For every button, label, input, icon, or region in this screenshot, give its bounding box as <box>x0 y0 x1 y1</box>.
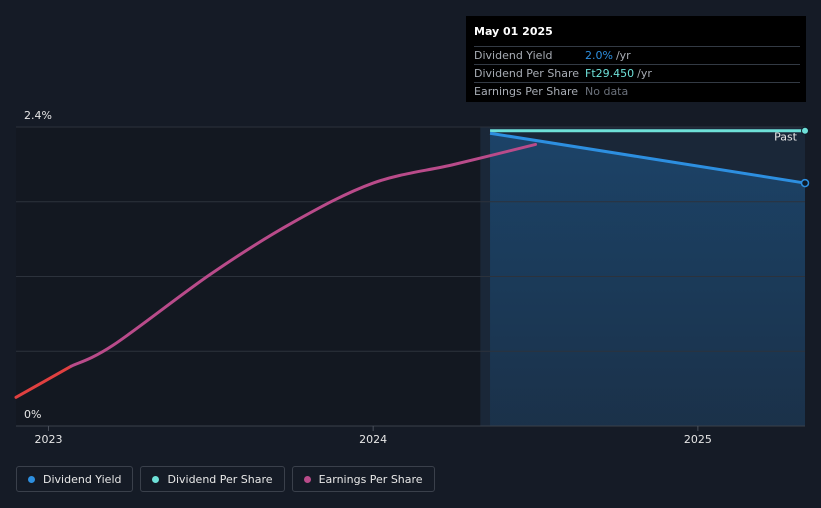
tooltip-label: Dividend Yield <box>474 49 553 62</box>
tooltip-value: Ft29.450 <box>585 67 635 80</box>
tooltip: May 01 2025 Dividend Yield 2.0% /yr Divi… <box>466 16 806 102</box>
legend: Dividend Yield Dividend Per Share Earnin… <box>16 466 442 492</box>
tooltip-unit: /yr <box>637 67 652 80</box>
tooltip-row-dividend-per-share: Dividend Per Share Ft29.450 /yr <box>474 64 800 82</box>
tooltip-value: 2.0% <box>585 49 613 62</box>
x-tick-label: 2023 <box>34 433 62 446</box>
legend-item-dividend-per-share[interactable]: Dividend Per Share <box>140 466 285 492</box>
legend-item-dividend-yield[interactable]: Dividend Yield <box>16 466 134 492</box>
dividend-per-share-endpoint <box>801 126 809 135</box>
legend-label: Earnings Per Share <box>318 472 423 486</box>
legend-label: Dividend Yield <box>43 472 122 486</box>
past-label: Past <box>774 131 798 144</box>
x-tick-label: 2024 <box>359 433 387 446</box>
legend-dot-icon <box>152 475 160 483</box>
tooltip-date: May 01 2025 <box>474 25 553 38</box>
tooltip-label: Earnings Per Share <box>474 85 579 98</box>
legend-item-earnings-per-share[interactable]: Earnings Per Share <box>291 466 435 492</box>
x-tick-label: 2025 <box>684 433 712 446</box>
tooltip-row-earnings-per-share: Earnings Per Share No data <box>474 82 800 100</box>
tooltip-row-dividend-yield: Dividend Yield 2.0% /yr <box>474 46 800 64</box>
earnings-per-share-line-negative <box>14 364 73 399</box>
dividend-yield-line <box>489 131 806 185</box>
legend-dot-icon <box>28 475 35 483</box>
legend-label: Dividend Per Share <box>167 472 273 486</box>
dividend-yield-area <box>490 133 805 426</box>
earnings-per-share-line <box>69 142 538 368</box>
legend-dot-icon <box>303 475 311 483</box>
y-tick-label: 0% <box>24 408 41 421</box>
dividend-yield-endpoint <box>800 178 810 188</box>
tooltip-unit: /yr <box>615 49 631 62</box>
tooltip-label: Dividend Per Share <box>474 67 580 80</box>
y-tick-label: 2.4% <box>24 109 52 122</box>
tooltip-value: No data <box>585 85 629 98</box>
